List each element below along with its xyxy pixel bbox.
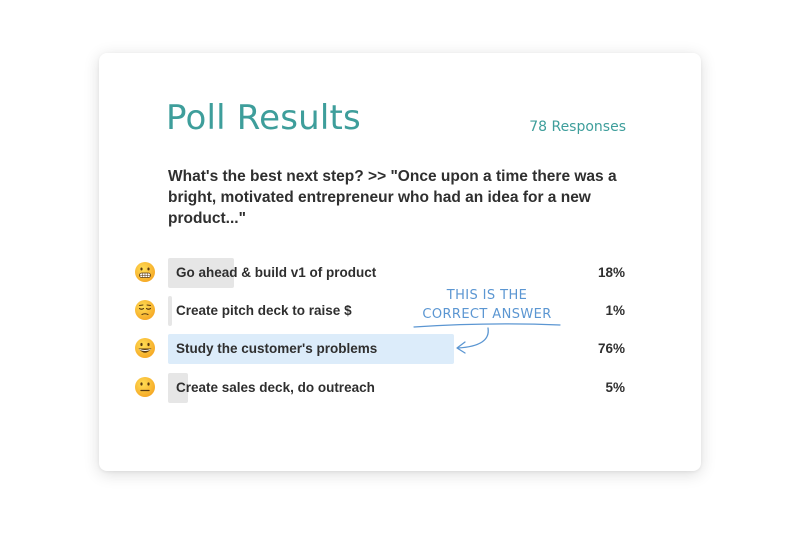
grinning-face-icon (135, 338, 155, 358)
poll-option: Study the customer's problems 76% (130, 334, 630, 364)
correct-answer-annotation: THIS IS THE CORRECT ANSWER (414, 286, 560, 324)
poll-question: What's the best next step? >> "Once upon… (168, 168, 617, 227)
annotation-line-2: CORRECT ANSWER (422, 307, 552, 322)
option-percent: 76% (597, 341, 625, 356)
grimacing-face-icon (135, 262, 155, 282)
option-percent: 1% (605, 303, 625, 318)
option-label: Study the customer's problems (176, 341, 378, 356)
result-bar (168, 373, 188, 403)
poll-option: Create sales deck, do outreach 5% (130, 373, 630, 403)
result-bar (168, 334, 454, 364)
poll-option: Create pitch deck to raise $ 1% (130, 296, 630, 326)
responses-count[interactable]: 78 Responses (529, 119, 626, 135)
option-label: Go ahead & build v1 of product (176, 265, 377, 280)
neutral-face-icon (135, 377, 155, 397)
option-label: Create pitch deck to raise $ (176, 303, 352, 318)
result-bar (168, 296, 172, 326)
result-bar (168, 258, 234, 288)
page-title: Poll Results (166, 98, 361, 138)
option-percent: 5% (605, 380, 625, 395)
relieved-face-icon (135, 300, 155, 320)
option-percent: 18% (597, 265, 625, 280)
annotation-line-1: THIS IS THE (446, 288, 528, 303)
option-label: Create sales deck, do outreach (176, 380, 375, 395)
poll-option: Go ahead & build v1 of product 18% (130, 258, 630, 288)
